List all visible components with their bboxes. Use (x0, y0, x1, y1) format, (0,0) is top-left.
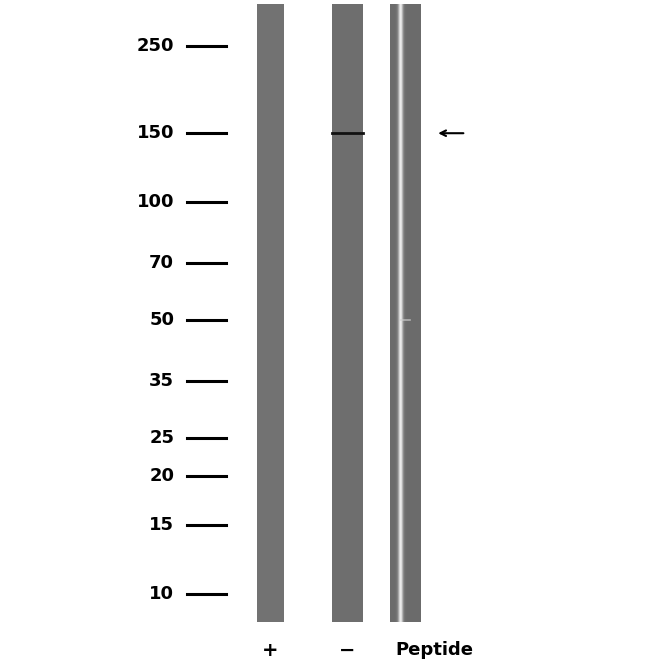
Text: 150: 150 (136, 124, 174, 142)
Text: 15: 15 (150, 517, 174, 534)
Text: 10: 10 (150, 585, 174, 604)
Bar (257, 4, 284, 622)
Bar (332, 4, 363, 622)
Text: 70: 70 (150, 254, 174, 272)
Text: 35: 35 (150, 372, 174, 390)
Text: Peptide: Peptide (395, 641, 473, 659)
Text: 50: 50 (150, 311, 174, 330)
Text: 25: 25 (150, 430, 174, 447)
Bar (284, 4, 332, 622)
Text: 250: 250 (136, 37, 174, 55)
Text: +: + (262, 641, 279, 659)
Text: 20: 20 (150, 467, 174, 486)
Text: −: − (339, 641, 356, 659)
Text: 100: 100 (136, 193, 174, 212)
Bar (363, 4, 390, 622)
